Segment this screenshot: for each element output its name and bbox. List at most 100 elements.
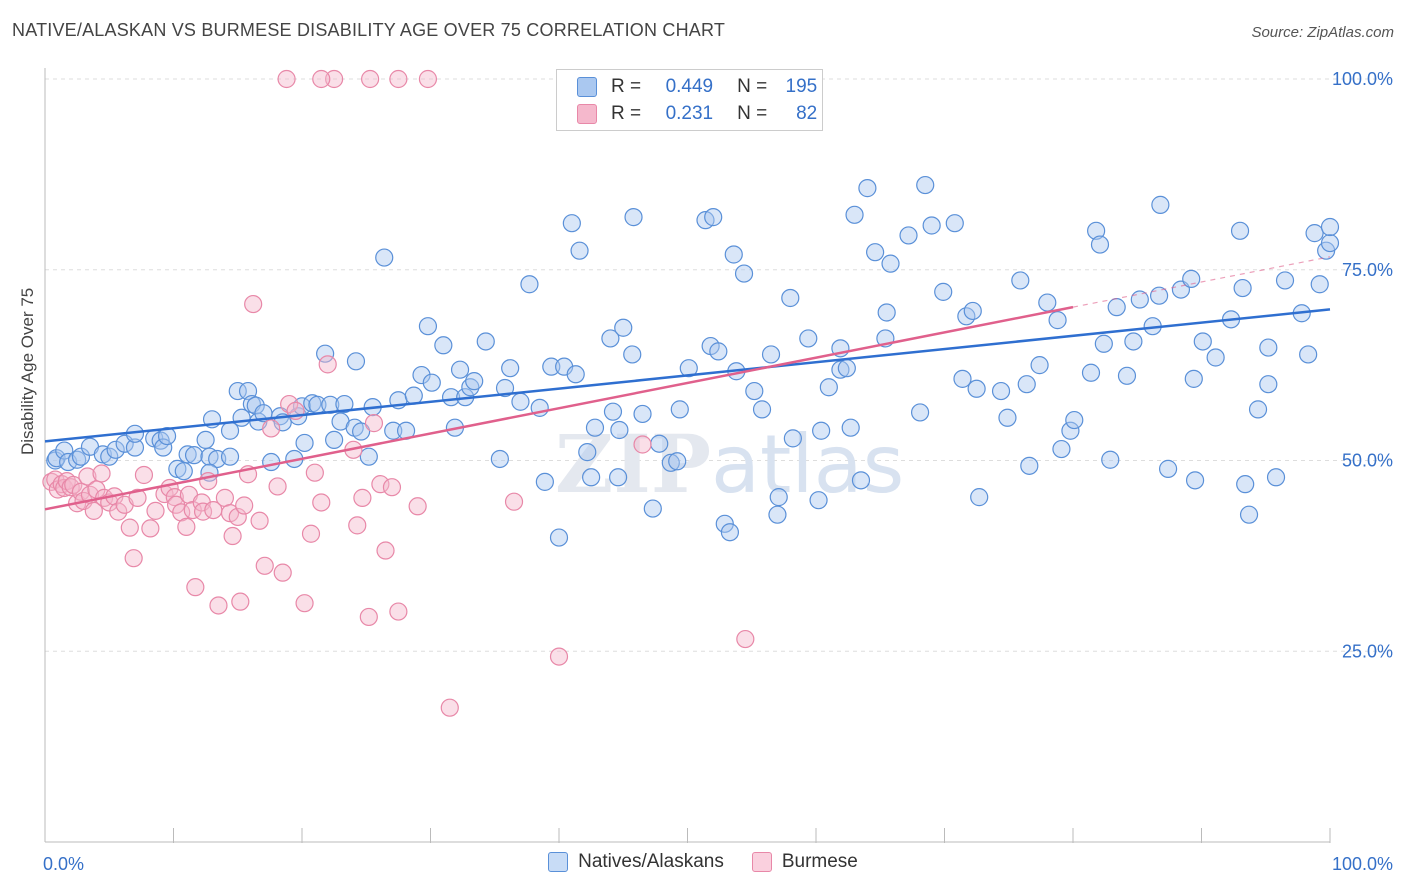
- data-point: [371, 475, 390, 494]
- data-point: [186, 578, 205, 597]
- data-point: [709, 342, 728, 361]
- legend-row-burmese: R = 0.231 N = 82: [577, 102, 817, 126]
- data-point: [280, 394, 299, 414]
- data-point: [963, 301, 982, 321]
- data-point: [465, 372, 484, 391]
- legend-n-value-natives: 195: [785, 76, 818, 97]
- trend-line-burmese-extension: [1072, 256, 1331, 308]
- data-point: [1259, 375, 1278, 394]
- data-point: [1124, 332, 1143, 351]
- data-point: [570, 241, 589, 260]
- data-point: [92, 464, 111, 483]
- data-point: [1087, 221, 1106, 240]
- data-point: [1236, 475, 1255, 494]
- data-point: [1239, 505, 1259, 524]
- data-point: [174, 462, 193, 481]
- y-tick-label: 75.0%: [1342, 260, 1393, 280]
- data-point: [262, 452, 281, 472]
- data-point: [633, 435, 652, 454]
- data-point: [610, 420, 629, 440]
- data-point: [184, 446, 204, 465]
- data-point: [768, 505, 787, 524]
- data-point: [146, 501, 165, 520]
- data-point: [124, 549, 143, 568]
- data-point: [858, 179, 877, 198]
- data-point: [745, 381, 764, 401]
- y-tick-label: 50.0%: [1342, 451, 1393, 471]
- data-point: [100, 447, 119, 466]
- data-point: [1248, 400, 1268, 419]
- data-point: [549, 647, 569, 666]
- data-point: [84, 501, 103, 520]
- data-point: [109, 502, 128, 521]
- legend-r-label: R =: [611, 103, 642, 124]
- data-point: [877, 303, 896, 322]
- data-point: [1130, 290, 1149, 309]
- data-point: [582, 468, 601, 487]
- natives-alaskans-points: [46, 175, 1340, 547]
- data-point: [441, 388, 461, 407]
- chart-title: NATIVE/ALASKAN VS BURMESE DISABILITY AGE…: [12, 20, 726, 40]
- data-point: [196, 430, 215, 449]
- legend-r-label: R =: [611, 76, 642, 97]
- y-tick-label: 25.0%: [1342, 641, 1393, 661]
- data-point: [601, 329, 620, 348]
- data-point: [704, 208, 723, 227]
- data-point: [910, 403, 930, 422]
- data-point: [881, 254, 900, 273]
- data-point: [128, 488, 147, 507]
- data-point: [312, 69, 331, 89]
- data-point: [724, 245, 743, 264]
- data-point: [1090, 235, 1110, 254]
- legend-n-label: N =: [737, 103, 768, 124]
- data-point: [361, 69, 380, 89]
- data-point: [389, 69, 408, 89]
- data-point: [578, 443, 597, 462]
- data-point: [375, 248, 394, 267]
- data-point: [1184, 369, 1203, 388]
- legend-swatch-burmese: [751, 852, 772, 872]
- data-point: [1299, 345, 1318, 364]
- data-point: [841, 418, 860, 437]
- data-point: [781, 288, 800, 308]
- data-point: [934, 282, 953, 301]
- data-point: [64, 475, 83, 495]
- data-point: [434, 336, 453, 355]
- data-point: [562, 214, 581, 233]
- data-point: [490, 449, 509, 469]
- data-point: [1320, 217, 1340, 237]
- data-point: [106, 440, 125, 459]
- data-point: [1048, 311, 1067, 330]
- data-point: [154, 438, 173, 457]
- data-point: [78, 467, 97, 486]
- data-point: [312, 493, 331, 512]
- data-point: [422, 373, 441, 392]
- data-point: [899, 226, 918, 245]
- data-point: [418, 317, 438, 336]
- data-point: [720, 523, 740, 542]
- data-point: [1151, 195, 1170, 214]
- data-point: [359, 447, 378, 466]
- data-point: [215, 488, 234, 507]
- data-point: [1310, 275, 1329, 294]
- data-point: [643, 499, 662, 518]
- data-point: [769, 488, 788, 507]
- data-point: [845, 205, 864, 224]
- data-point: [1061, 421, 1080, 440]
- data-point: [761, 345, 781, 364]
- legend-label-burmese: Burmese: [781, 851, 858, 872]
- data-point: [922, 216, 941, 235]
- series-legend: Natives/Alaskans Burmese: [0, 851, 1406, 873]
- data-point: [71, 447, 91, 466]
- data-point: [495, 378, 515, 398]
- data-point: [262, 419, 281, 438]
- legend-r-value-natives: 0.449: [665, 76, 714, 97]
- data-point: [1233, 278, 1252, 298]
- trend-lines: [44, 256, 1331, 511]
- trend-line-burmese: [44, 305, 1074, 511]
- legend-item-natives: Natives/Alaskans: [548, 851, 724, 873]
- data-point: [178, 445, 197, 464]
- data-point: [228, 381, 247, 401]
- data-point: [1017, 375, 1036, 394]
